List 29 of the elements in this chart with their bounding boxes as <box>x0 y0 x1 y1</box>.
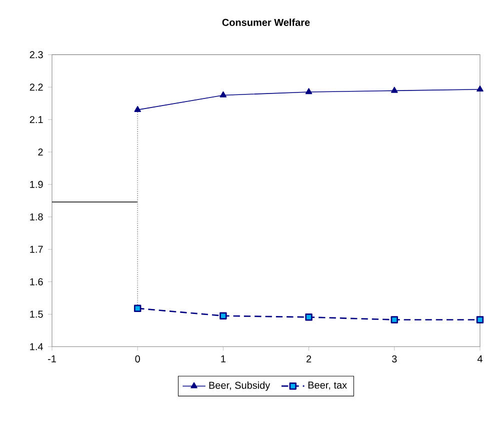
point <box>220 91 227 98</box>
y-tick-label: 1.4 <box>30 343 43 350</box>
x-tick-label: 4 <box>477 355 482 362</box>
y-tick-label: 2 <box>38 148 43 156</box>
y-tick-label: 1.7 <box>30 246 43 253</box>
y-tick-label: 2.1 <box>30 116 43 124</box>
point <box>476 86 484 92</box>
point <box>305 314 312 321</box>
y-tick-label: 1.8 <box>30 213 43 220</box>
point <box>305 88 312 94</box>
x-tick-label: -1 <box>48 355 56 362</box>
legend-label: Beer, tax <box>308 382 347 390</box>
legend-label: Beer, Subsidy <box>209 381 270 391</box>
x-tick-label: 3 <box>392 355 397 362</box>
y-tick-label: 2.2 <box>30 84 43 91</box>
point <box>476 316 484 324</box>
y-tick-label: 2.3 <box>30 51 43 58</box>
x-tick-label: 2 <box>306 355 312 362</box>
y-tick-label: 1.9 <box>30 180 43 188</box>
y-tick-label: 1.6 <box>30 278 43 286</box>
point <box>220 312 227 320</box>
point <box>390 86 398 93</box>
chart-title: Consumer Welfare <box>222 18 310 26</box>
x-tick-label: 0 <box>135 355 140 362</box>
point <box>134 106 141 112</box>
x-tick-label: 1 <box>221 355 226 362</box>
point <box>134 304 142 312</box>
point <box>390 316 398 324</box>
y-tick-label: 1.5 <box>30 310 43 318</box>
